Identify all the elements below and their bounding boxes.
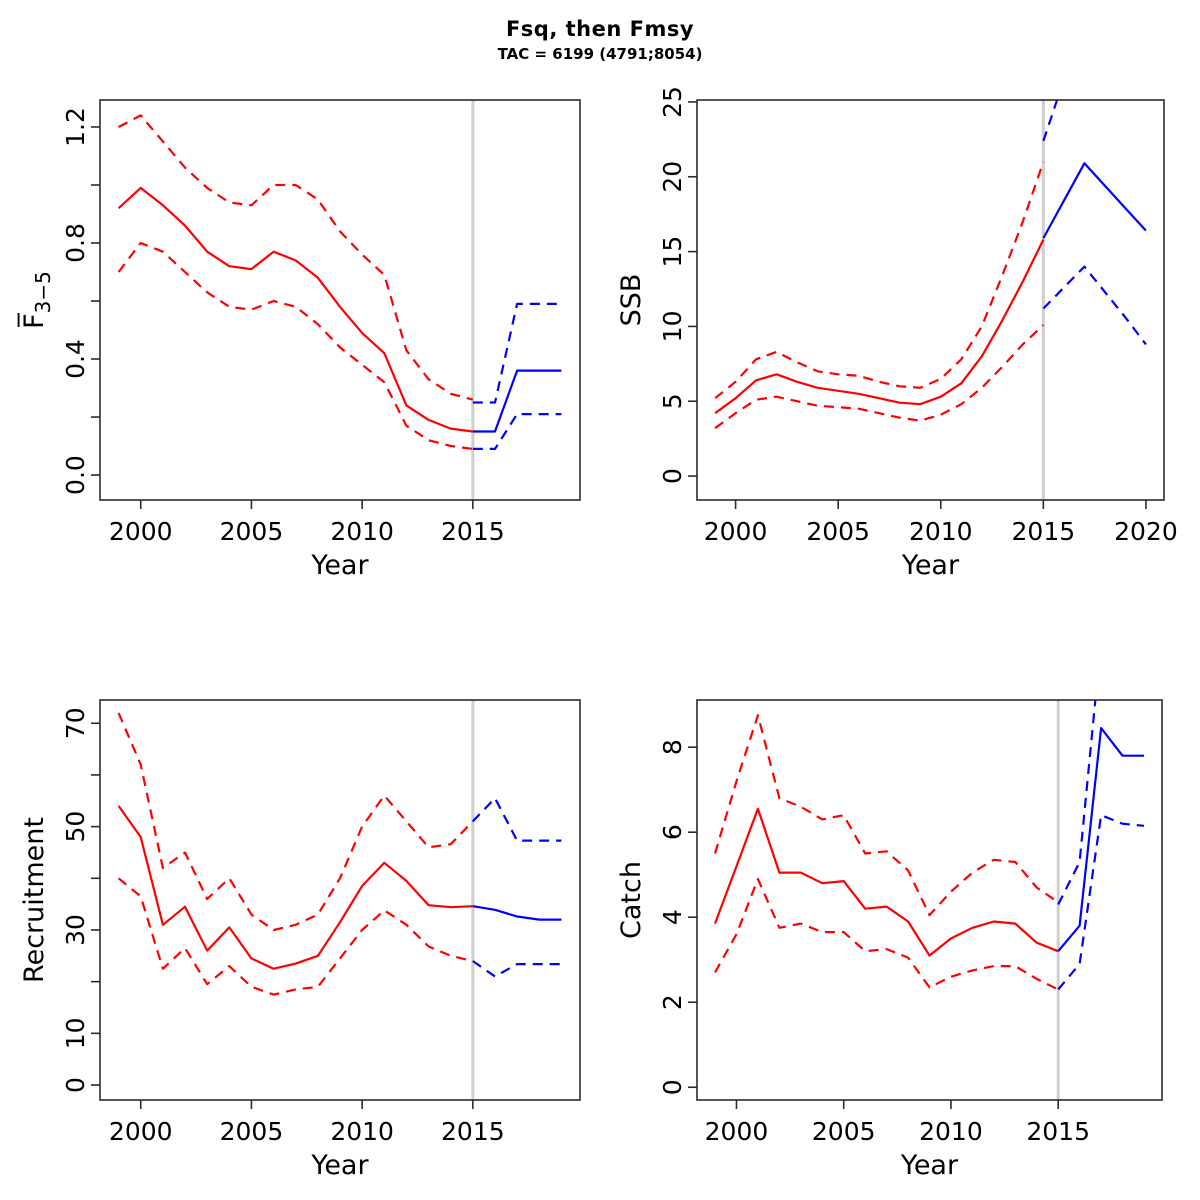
y-tick-label: 0.0 — [61, 455, 90, 495]
catch-upper-ci-history-line — [713, 714, 1059, 917]
y-tick-label: 50 — [61, 811, 90, 843]
catch-x-axis-title: Year — [900, 1150, 959, 1181]
ssb-panel: 2000 2005 2010 2015 2020 0 5 10 15 20 25 Year SSB — [616, 86, 1178, 581]
x-tick-label: 2000 — [109, 517, 173, 546]
ssb-median-history-line — [714, 239, 1045, 415]
catch-median-history-line — [713, 807, 1059, 957]
recruitment-y-axis-title: Recruitment — [19, 817, 50, 983]
catch-plot-box — [696, 699, 1163, 1101]
x-tick-label: 2000 — [705, 1117, 769, 1146]
x-tick-label: 2000 — [109, 1117, 173, 1146]
ssb-x-axis-title: Year — [901, 550, 960, 581]
y-tick-label: 25 — [658, 86, 687, 118]
catch-y-axis-title: Catch — [616, 861, 647, 939]
recruitment-upper-ci-forecast-line — [472, 797, 562, 842]
fbar-plot-box — [99, 99, 581, 501]
y-tick-label: 0 — [61, 1077, 90, 1093]
y-tick-label: 10 — [658, 311, 687, 343]
ssb-series-group — [714, 100, 1147, 430]
y-tick-label: 10 — [61, 1017, 90, 1049]
fbar-median-history-line — [117, 186, 473, 433]
y-tick-label: 0.8 — [61, 223, 90, 263]
y-tick-label: 70 — [61, 707, 90, 739]
x-tick-label: 2020 — [1114, 517, 1178, 546]
fbar-series-group — [117, 114, 562, 450]
y-tick-label: 0 — [658, 1079, 687, 1095]
x-tick-label: 2010 — [330, 1117, 394, 1146]
x-tick-label: 2015 — [441, 1117, 505, 1146]
y-tick-label: 4 — [658, 909, 687, 925]
y-tick-label: 6 — [658, 824, 687, 840]
fbar-lower-ci-history-line — [117, 241, 473, 450]
x-tick-label: 2015 — [1012, 517, 1076, 546]
catch-lower-ci-forecast-line — [1057, 814, 1145, 991]
fbar-median-forecast-line — [472, 369, 562, 433]
recruitment-upper-ci-history-line — [117, 712, 474, 932]
ssb-upper-ci-forecast-line — [1042, 100, 1059, 142]
x-tick-label: 2015 — [1026, 1117, 1090, 1146]
fbar-upper-ci-history-line — [118, 114, 474, 401]
fbar-x-axis-title: Year — [310, 550, 369, 581]
catch-series-group — [713, 700, 1145, 991]
catch-lower-ci-history-line — [714, 877, 1059, 991]
ssb-upper-ci-history-line — [714, 161, 1045, 400]
y-tick-label: 0.4 — [61, 339, 90, 379]
x-tick-label: 2005 — [812, 1117, 876, 1146]
recruitment-plot-box — [99, 699, 581, 1101]
fbar-lower-ci-forecast-line — [472, 413, 562, 450]
ssb-median-forecast-line — [1042, 162, 1147, 239]
recruitment-median-history-line — [117, 805, 473, 970]
fbar-upper-ci-forecast-line — [472, 302, 562, 404]
x-tick-label: 2010 — [919, 1117, 983, 1146]
figure-title: Fsq, then Fmsy — [505, 17, 695, 41]
x-tick-label: 2015 — [441, 517, 505, 546]
y-tick-label: 20 — [658, 161, 687, 193]
figure-subtitle: TAC = 6199 (4791;8054) — [497, 45, 703, 63]
y-tick-label: 1.2 — [61, 107, 90, 147]
y-tick-label: 2 — [658, 994, 687, 1010]
y-tick-label: 0 — [658, 468, 687, 484]
fbar-panel: 2000 2005 2010 2015 0.0 0.4 0.8 1.2 Year F̅3−5 — [18, 99, 581, 581]
recruitment-x-axis-title: Year — [310, 1150, 369, 1181]
x-tick-label: 2005 — [806, 517, 870, 546]
x-tick-label: 2000 — [704, 517, 768, 546]
y-tick-label: 8 — [658, 739, 687, 755]
x-tick-label: 2005 — [220, 517, 284, 546]
x-tick-label: 2010 — [909, 517, 973, 546]
recruitment-lower-ci-history-line — [117, 877, 474, 996]
x-tick-label: 2005 — [220, 1117, 284, 1146]
y-tick-label: 5 — [658, 393, 687, 409]
recruitment-panel: 2000 2005 2010 2015 0 10 30 50 70 Year Recruitment — [19, 699, 581, 1181]
catch-median-forecast-line — [1057, 726, 1144, 952]
recruitment-lower-ci-forecast-line — [472, 960, 562, 978]
y-tick-label: 15 — [658, 236, 687, 268]
catch-upper-ci-forecast-line — [1057, 700, 1097, 905]
y-tick-label: 30 — [61, 914, 90, 946]
ssb-lower-ci-history-line — [714, 324, 1045, 430]
catch-panel: 2000 2005 2010 2015 0 2 4 6 8 Year Catch — [616, 699, 1163, 1181]
x-tick-label: 2010 — [330, 517, 394, 546]
ssb-y-axis-title: SSB — [616, 274, 647, 327]
recruitment-series-group — [117, 712, 562, 996]
figure-header: Fsq, then Fmsy TAC = 6199 (4791;8054) — [0, 17, 1200, 63]
ssb-lower-ci-forecast-line — [1042, 265, 1147, 346]
fbar-y-axis-title: F̅3−5 — [18, 271, 55, 329]
recruitment-median-forecast-line — [472, 905, 562, 921]
ssb-plot-box — [696, 99, 1165, 501]
